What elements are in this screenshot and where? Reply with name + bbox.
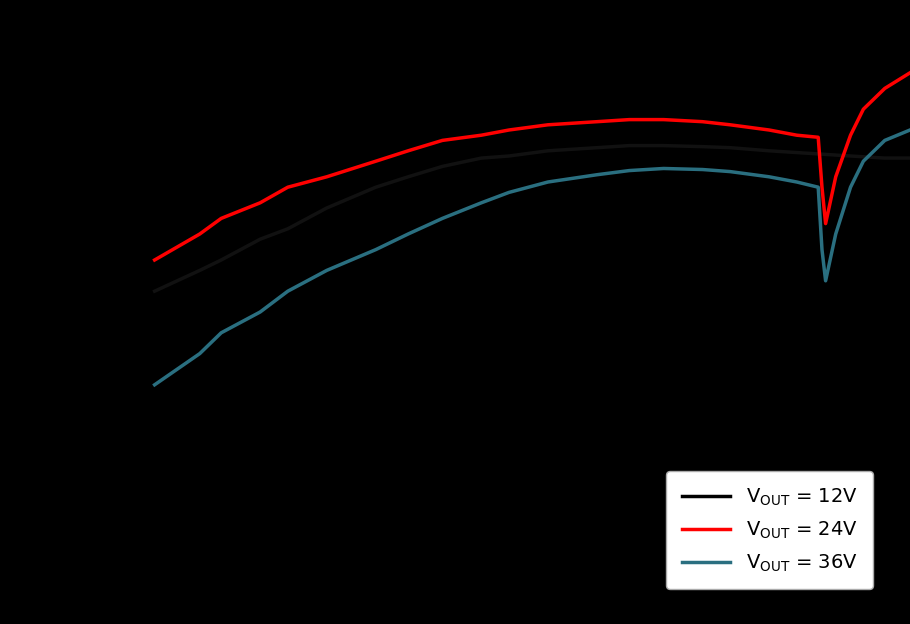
Legend: $\mathregular{V_{OUT}}$ = 12V, $\mathregular{V_{OUT}}$ = 24V, $\mathregular{V_{O: $\mathregular{V_{OUT}}$ = 12V, $\mathreg… — [666, 471, 873, 589]
